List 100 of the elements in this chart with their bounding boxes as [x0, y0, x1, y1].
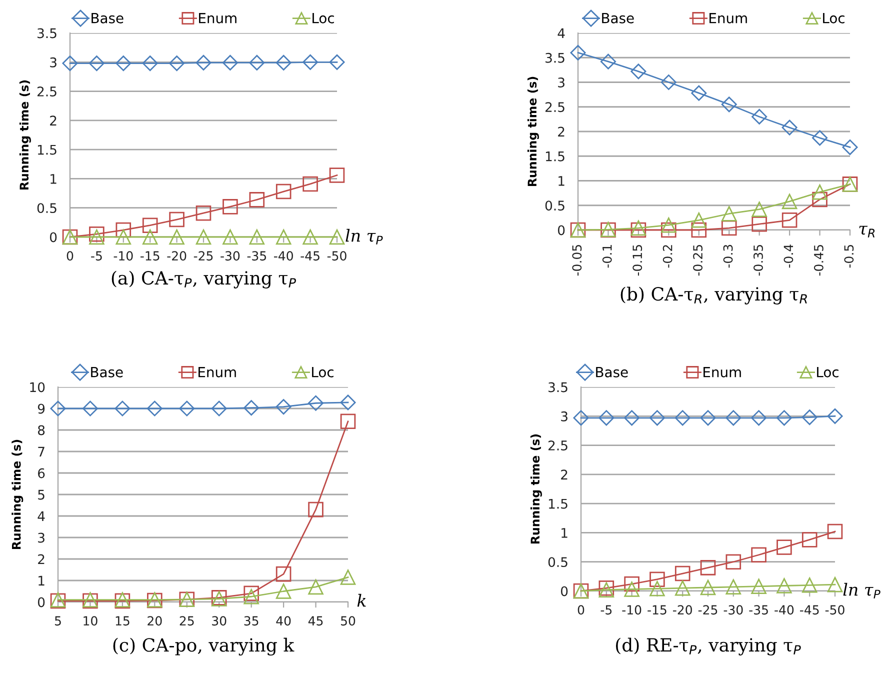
x-tick-label: -35	[749, 605, 768, 615]
x-tick-label: -25	[194, 251, 213, 261]
point	[700, 560, 716, 576]
point	[726, 554, 742, 570]
x-tick-label: -30	[220, 251, 240, 261]
x-tick-label: 0	[578, 605, 584, 615]
x-axis-title: ln τ$_{P}$	[843, 582, 880, 598]
point	[146, 400, 162, 416]
point	[222, 54, 238, 70]
x-tick-label: -20	[673, 605, 692, 615]
x-tick-label: -20	[167, 251, 186, 261]
point	[169, 229, 184, 245]
point	[222, 229, 238, 245]
y-tick-label: 2.5	[545, 102, 564, 112]
point	[802, 578, 818, 593]
point	[244, 586, 259, 602]
x-tick-label: -50	[327, 251, 346, 261]
point	[62, 56, 78, 72]
y-tick-label: 1	[558, 176, 564, 186]
point	[308, 579, 324, 595]
x-tick-label: -0.2	[662, 245, 672, 268]
point	[721, 96, 737, 112]
y-tick-label: 1.5	[546, 152, 564, 162]
y-tick-label: 9	[38, 404, 45, 414]
y-tick-label: 0	[560, 586, 568, 596]
x-tick-label: -45	[300, 251, 320, 261]
text: (b) CA-τ$_{R}$, varying τ$_{R}$	[620, 286, 807, 304]
y-tick-label: 5	[38, 490, 44, 500]
y-tick-label: 2	[50, 116, 56, 126]
y-tick-label: 3.5	[548, 382, 568, 392]
point	[89, 229, 104, 245]
legend-label: Base	[596, 367, 628, 378]
x-tick-label: -0.05	[572, 244, 582, 276]
text: (a) CA-τ$_{P}$, varying τ$_{P}$	[112, 270, 296, 288]
point	[302, 54, 318, 70]
x-tick-label: -0.3	[723, 244, 733, 268]
y-tick-label: 1.5	[38, 144, 56, 155]
point	[827, 576, 843, 592]
point	[700, 580, 716, 596]
point	[570, 44, 586, 60]
point	[700, 410, 716, 426]
legend-label: Enum	[710, 13, 747, 24]
point	[116, 56, 132, 72]
point	[776, 540, 792, 555]
point	[721, 220, 737, 236]
x-tick-label: -50	[825, 605, 844, 615]
point	[812, 130, 828, 146]
x-tick-label: 20	[148, 616, 162, 626]
point	[196, 54, 212, 70]
point	[691, 85, 707, 101]
point	[752, 216, 767, 232]
x-tick-label: -15	[648, 605, 666, 615]
point	[329, 168, 345, 183]
x-tick-label: -25	[698, 605, 718, 615]
point	[89, 226, 104, 242]
point	[661, 217, 676, 233]
y-tick-label: 0.5	[37, 203, 56, 214]
point	[812, 192, 828, 208]
point	[308, 395, 324, 411]
point	[116, 229, 132, 245]
x-tick-label: -30	[724, 605, 743, 615]
y-tick-label: 3	[50, 57, 56, 68]
point	[329, 229, 345, 245]
y-tick-label: 10	[30, 382, 45, 392]
point	[88, 56, 104, 72]
x-tick-label: -0.5	[844, 244, 854, 268]
x-axis-title: ln τ$_{P}$	[346, 228, 383, 244]
point	[573, 410, 589, 426]
y-axis-title: Running time (s)	[12, 440, 24, 550]
point	[169, 212, 184, 228]
legend-label: Enum	[199, 13, 236, 24]
y-tick-label: 3.5	[546, 52, 564, 63]
point	[179, 400, 195, 416]
y-tick-label: 1	[50, 174, 56, 184]
point	[721, 206, 737, 222]
x-tick-label: -15	[140, 251, 160, 261]
point	[802, 410, 818, 426]
legend-label: Loc	[312, 13, 334, 24]
point	[249, 229, 265, 245]
point	[196, 229, 212, 245]
point	[302, 229, 318, 245]
x-tick-label: -0.25	[693, 244, 703, 276]
y-tick-label: 2.5	[37, 86, 56, 96]
y-tick-label: 2	[558, 126, 564, 137]
point	[650, 581, 665, 596]
legend-label: Base	[92, 13, 124, 24]
x-tick-label: 25	[180, 616, 194, 626]
point	[196, 205, 212, 221]
point	[782, 212, 798, 228]
point	[142, 229, 158, 245]
y-tick-label: 0	[38, 597, 45, 608]
legend-label: Loc	[312, 367, 334, 378]
x-tick-label: -5	[91, 251, 102, 261]
point	[624, 410, 640, 426]
point	[302, 176, 318, 192]
y-tick-label: 3	[561, 411, 568, 422]
point	[276, 584, 292, 599]
point	[752, 108, 768, 124]
point	[726, 410, 742, 426]
x-tick-label: -35	[247, 251, 266, 261]
